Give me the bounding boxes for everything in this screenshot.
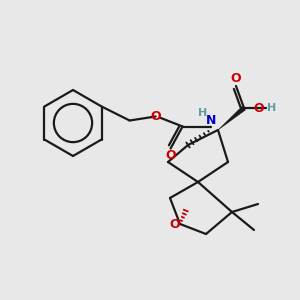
Text: O: O bbox=[165, 149, 176, 162]
Text: H: H bbox=[198, 107, 207, 118]
Text: O: O bbox=[150, 110, 161, 123]
Text: O: O bbox=[254, 101, 264, 115]
Polygon shape bbox=[218, 106, 246, 130]
Text: O: O bbox=[170, 218, 180, 232]
Text: H: H bbox=[267, 103, 277, 113]
Text: O: O bbox=[231, 73, 241, 85]
Text: N: N bbox=[206, 114, 216, 127]
